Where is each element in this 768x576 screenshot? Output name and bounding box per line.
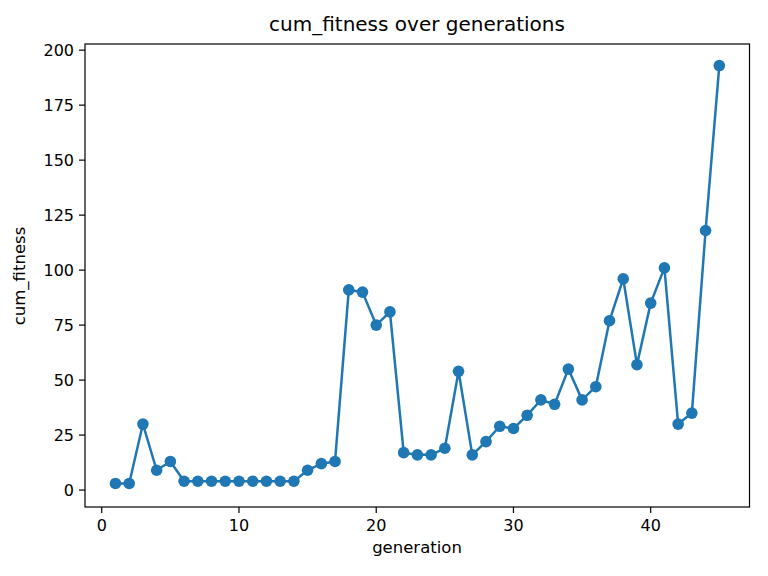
x-tick-label: 30 (503, 516, 523, 535)
data-point (604, 315, 616, 327)
y-tick-label: 0 (64, 481, 74, 500)
data-point (398, 447, 410, 459)
data-point (508, 423, 520, 435)
x-axis-label: generation (372, 538, 462, 557)
data-point (521, 409, 533, 421)
y-tick-label: 100 (43, 261, 74, 280)
data-point (370, 319, 382, 331)
data-point (425, 449, 437, 461)
data-point (233, 475, 245, 487)
data-point (329, 456, 341, 468)
y-axis-label: cum_fitness (10, 227, 30, 326)
data-point (549, 398, 561, 410)
data-point (151, 464, 163, 476)
data-point (645, 297, 657, 309)
x-tick-label: 10 (229, 516, 249, 535)
data-point (535, 394, 547, 406)
figure: 0 10 20 30 40 0 25 50 75 100 125 150 175 200 cum_fitn… (0, 0, 768, 576)
data-point (288, 475, 300, 487)
data-point (617, 273, 629, 285)
data-point (247, 475, 259, 487)
chart-title: cum_fitness over generations (269, 12, 565, 36)
y-tick-label: 150 (43, 151, 74, 170)
data-point (453, 365, 465, 377)
data-point (137, 418, 149, 430)
data-point (480, 436, 492, 448)
data-point (178, 475, 190, 487)
data-point (384, 306, 396, 318)
data-point (659, 262, 671, 274)
data-point (219, 475, 231, 487)
plot-area: 0 10 20 30 40 0 25 50 75 100 125 150 175 200 (43, 41, 749, 535)
y-tick-label: 125 (43, 206, 74, 225)
data-point (316, 458, 328, 470)
x-tick-label: 20 (366, 516, 386, 535)
y-tick-label: 175 (43, 96, 74, 115)
data-point (590, 381, 602, 393)
data-point (165, 456, 177, 468)
data-point (123, 478, 135, 490)
x-tick-label: 40 (641, 516, 661, 535)
x-tick-label: 0 (97, 516, 107, 535)
data-point (672, 418, 684, 430)
y-tick-label: 200 (43, 41, 74, 60)
data-point (261, 475, 273, 487)
data-point (412, 449, 424, 461)
y-tick-label: 75 (54, 316, 74, 335)
data-point (274, 475, 286, 487)
axes-frame (85, 44, 750, 507)
line-chart: 0 10 20 30 40 0 25 50 75 100 125 150 175 200 cum_fitn… (0, 0, 768, 576)
data-point (714, 60, 726, 72)
data-point (302, 464, 314, 476)
y-tick-label: 25 (54, 426, 74, 445)
data-point (110, 478, 122, 490)
data-point (700, 225, 712, 237)
data-point (576, 394, 588, 406)
data-point (466, 449, 478, 461)
data-point (206, 475, 218, 487)
data-point (343, 284, 355, 296)
data-point (439, 442, 451, 454)
data-point (494, 420, 506, 432)
y-tick-label: 50 (54, 371, 74, 390)
data-point (686, 407, 698, 419)
data-point (563, 363, 575, 375)
data-point (631, 359, 643, 371)
data-point (357, 286, 369, 298)
data-point (192, 475, 204, 487)
